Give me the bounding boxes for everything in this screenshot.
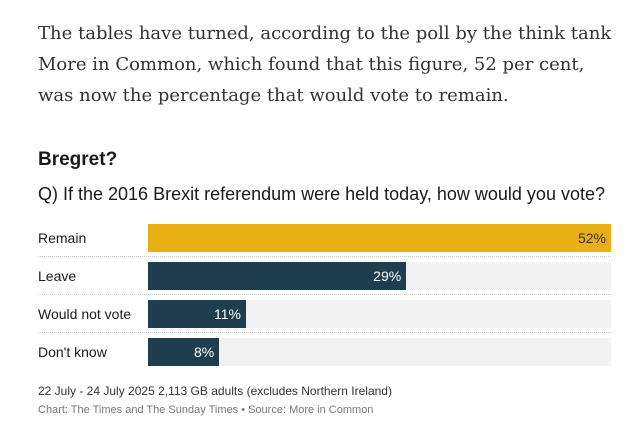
bar-value-label: 8% xyxy=(193,344,215,360)
category-label: Would not vote xyxy=(38,306,132,322)
bar-row-remain: Remain 52% xyxy=(38,224,611,257)
bar-row-dont-know: Don't know 8% xyxy=(38,338,611,366)
bar-rows: Remain 52% Leave 29% Would not vote 11% xyxy=(38,224,611,376)
chart-footnote: 22 July - 24 July 2025 2,113 GB adults (… xyxy=(38,384,392,398)
bar-row-would-not-vote: Would not vote 11% xyxy=(38,300,611,333)
bar: 52% xyxy=(148,224,611,252)
article-paragraph: The tables have turned, according to the… xyxy=(38,23,612,106)
bar-value-label: 11% xyxy=(213,306,241,322)
bar-row-leave: Leave 29% xyxy=(38,262,611,295)
category-label: Leave xyxy=(38,268,77,284)
bar-track: 11% xyxy=(148,300,611,328)
bar: 29% xyxy=(148,262,407,290)
bar-value-label: 52% xyxy=(577,230,606,246)
bar-track: 8% xyxy=(148,338,611,366)
bar-track: 52% xyxy=(148,224,611,252)
category-label: Don't know xyxy=(38,344,107,360)
bar: 8% xyxy=(148,338,220,366)
chart-title: Bregret? xyxy=(38,149,118,170)
chart-subtitle: Q) If the 2016 Brexit referendum were he… xyxy=(38,184,605,204)
bar-value-label: 29% xyxy=(373,268,402,284)
category-label: Remain xyxy=(38,230,87,246)
chart-credit: Chart: The Times and The Sunday Times • … xyxy=(38,404,374,416)
bar-track: 29% xyxy=(148,262,611,290)
bar: 11% xyxy=(148,300,246,328)
